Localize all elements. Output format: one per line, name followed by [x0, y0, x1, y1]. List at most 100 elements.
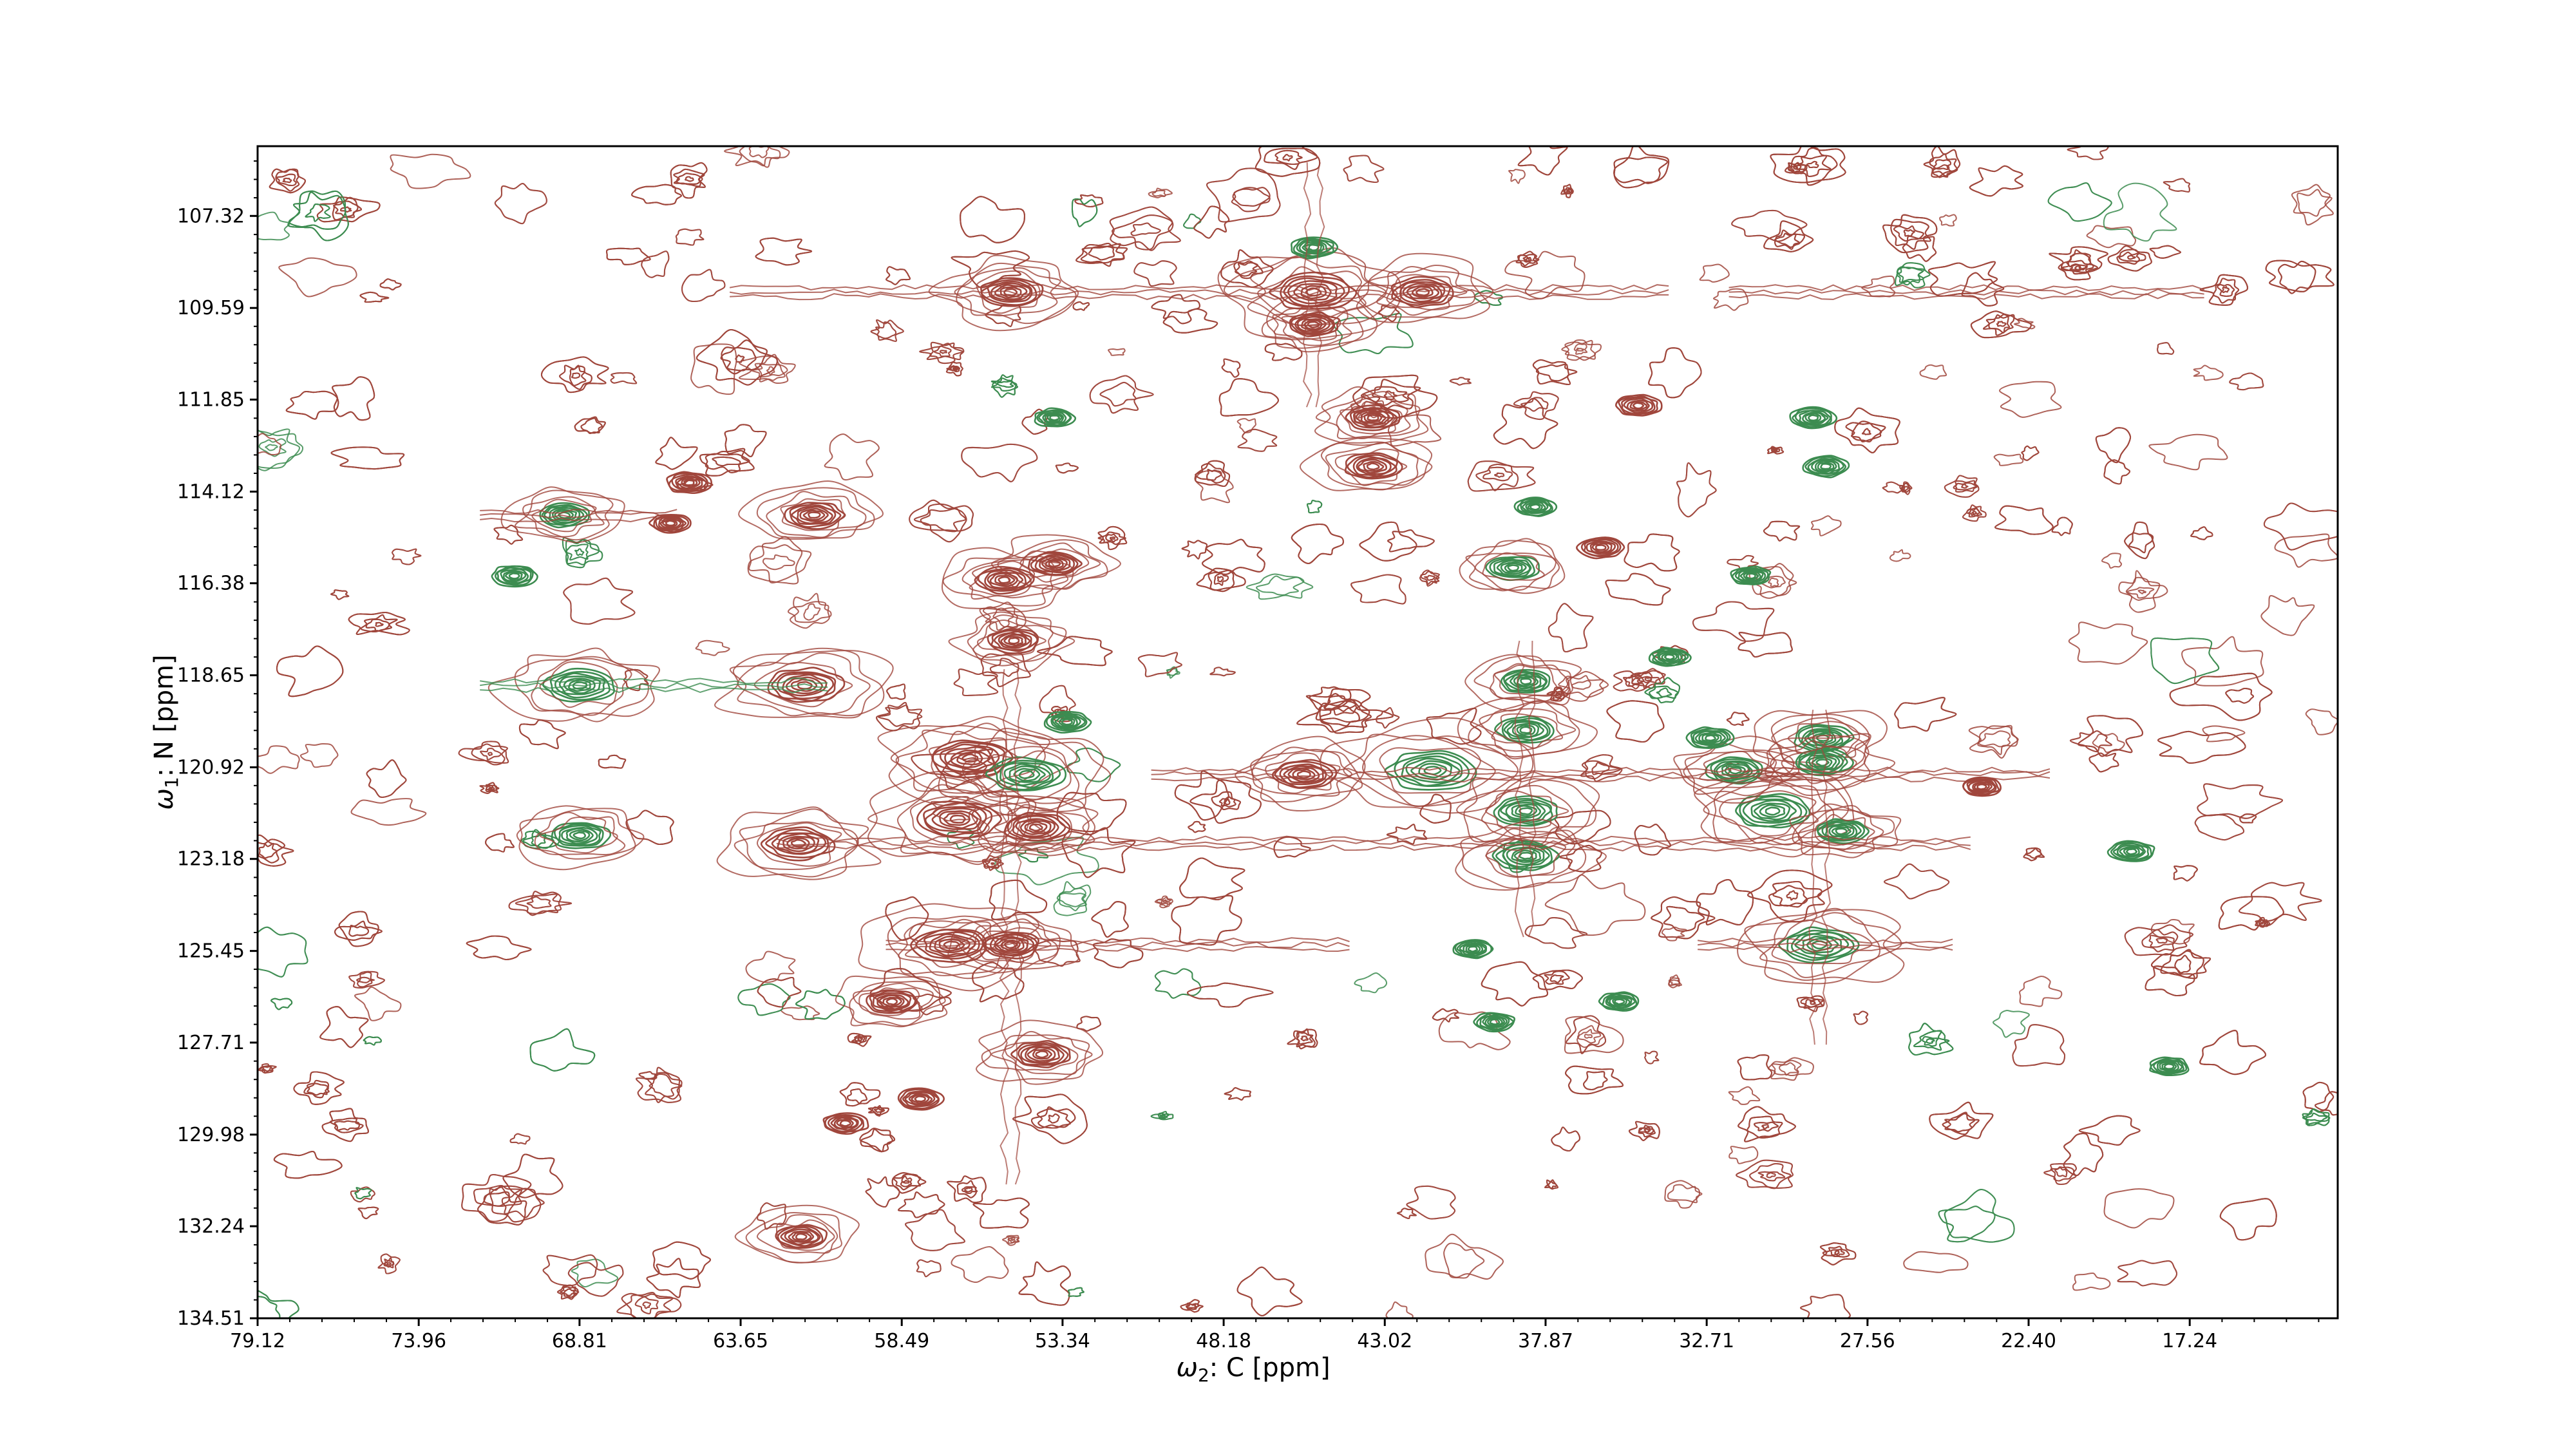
- noise-contour: [1676, 462, 1717, 518]
- noise-contour: [2265, 260, 2334, 294]
- noise-contour: [1613, 146, 1670, 189]
- noise-contour: [636, 1066, 683, 1103]
- noise-contour: [1174, 770, 1229, 821]
- noise-contour: [1853, 1010, 1869, 1025]
- noise-contour: [681, 269, 726, 303]
- noise-contour: [1944, 475, 1980, 498]
- noise-contour: [1171, 895, 1242, 946]
- noise-contour: [1962, 504, 1987, 522]
- ridge-line: [1728, 284, 2204, 300]
- noise-contour: [1738, 632, 1793, 658]
- noise-contour: [518, 719, 566, 750]
- noise-contour: [1919, 364, 1947, 380]
- noise-contour: [350, 798, 427, 826]
- noise-contour: [1067, 1287, 1084, 1297]
- y-tick-label: 107.32: [177, 205, 245, 227]
- noise-contour: [1580, 754, 1623, 782]
- noise-contour: [1524, 917, 1588, 949]
- y-axis-label: ω1: N [ppm]: [149, 654, 182, 810]
- peak-contour: [1685, 726, 1735, 749]
- noise-contour: [1929, 1101, 1994, 1140]
- noise-contour: [606, 247, 651, 265]
- noise-contour: [1747, 869, 1833, 923]
- noise-contour: [865, 1176, 900, 1208]
- noise-contour: [1728, 1146, 1759, 1164]
- noise-contour: [865, 1176, 900, 1208]
- noise-contour: [2199, 274, 2249, 306]
- peak-contour: [500, 486, 625, 544]
- noise-contour: [1712, 288, 1749, 311]
- peak-contour: [2149, 1056, 2190, 1077]
- noise-contour: [541, 356, 609, 393]
- noise-contour: [1796, 995, 1825, 1012]
- noise-contour: [1883, 863, 1950, 900]
- peak-contour: [1737, 907, 1905, 985]
- noise-contour: [652, 1241, 711, 1280]
- noise-contour: [1889, 549, 1911, 562]
- noise-contour: [865, 1176, 900, 1208]
- noise-contour: [1075, 242, 1128, 267]
- x-axis: 79.12 73.96 68.81 63.65 58.49 53.34 48.18 43.02…: [230, 1318, 2320, 1352]
- noise-contour: [1970, 310, 2032, 339]
- noise-contour: [1605, 573, 1671, 606]
- noise-contour: [359, 291, 390, 303]
- noise-contour: [1631, 668, 1666, 690]
- noise-contour: [916, 1259, 942, 1278]
- peak-contour: [1261, 293, 1378, 353]
- noise-contour: [1201, 538, 1265, 575]
- noise-contour: [1386, 824, 1428, 845]
- peak-contour: [491, 565, 538, 588]
- noise-contour: [1819, 1242, 1857, 1265]
- noise-contour: [839, 1082, 881, 1107]
- noise-contour: [1731, 209, 1808, 242]
- noise-contour: [2051, 516, 2073, 536]
- noise-contour: [1903, 1251, 1969, 1273]
- noise-contour: [1895, 262, 1931, 289]
- noise-contour: [2043, 1163, 2077, 1185]
- noise-contour: [972, 961, 1025, 1003]
- noise-contour: [278, 257, 357, 298]
- noise-contour: [1994, 505, 2054, 535]
- noise-contour: [258, 1289, 299, 1318]
- peak-contour: [1452, 939, 1494, 960]
- noise-contour: [1800, 1294, 1851, 1318]
- noise-contour: [737, 983, 791, 1016]
- y-tick-label: 120.92: [177, 756, 245, 779]
- noise-contour: [1544, 874, 1646, 936]
- noise-contour: [477, 1191, 527, 1226]
- noise-contour: [981, 855, 1004, 871]
- noise-contour: [2124, 521, 2155, 560]
- noise-contour: [1624, 533, 1680, 572]
- noise-contour: [348, 971, 385, 989]
- plot-frame: [256, 145, 2339, 1320]
- noise-contour: [508, 891, 573, 916]
- noise-contour: [321, 1108, 369, 1142]
- peak-contour: [1459, 538, 1566, 594]
- noise-contour: [1560, 184, 1574, 198]
- noise-contour: [1532, 969, 1583, 990]
- noise-contour: [1993, 1010, 2030, 1038]
- noise-contour: [1076, 1016, 1101, 1032]
- noise-contour: [1012, 1094, 1088, 1144]
- noise-contour: [724, 146, 790, 168]
- noise-contour: [2239, 813, 2257, 824]
- noise-contour: [2190, 526, 2213, 540]
- noise-contour: [1055, 462, 1079, 474]
- noise-contour: [2078, 1115, 2141, 1146]
- noise-contour: [905, 1209, 965, 1251]
- noise-contour: [1628, 1121, 1660, 1141]
- noise-contour: [2124, 521, 2155, 560]
- noise-contour: [1699, 263, 1730, 283]
- noise-contour: [1493, 397, 1558, 450]
- noise-contour: [1728, 1086, 1761, 1105]
- noise-contour: [334, 911, 383, 947]
- noise-contour: [2086, 225, 2137, 249]
- peak-contour: [1034, 407, 1077, 428]
- noise-contour: [2145, 965, 2195, 997]
- noise-contour: [1738, 1106, 1796, 1142]
- y-tick-label: 129.98: [177, 1124, 245, 1146]
- noise-contour: [1504, 251, 1586, 299]
- noise-contour: [945, 361, 963, 377]
- noise-contour: [1558, 844, 1602, 873]
- y-axis: 107.32 109.59 111.85 114.12 116.38 118.65 120.…: [177, 160, 258, 1330]
